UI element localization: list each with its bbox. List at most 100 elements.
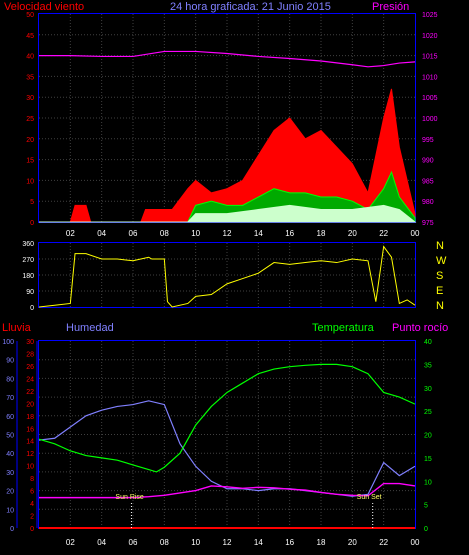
- temperature-y-tick: 20: [424, 433, 432, 440]
- wind-x-tick: 00: [411, 229, 420, 238]
- chart-title: 24 hora graficada: 21 Junio 2015: [170, 1, 331, 13]
- pressure-y-tick: 1015: [422, 54, 438, 61]
- humidity-x-tick: 08: [160, 538, 169, 547]
- temperature-label: Temperatura: [312, 322, 375, 334]
- wind-y-tick: 35: [26, 74, 34, 81]
- humidity-y-tick: 60: [6, 414, 14, 421]
- rain-y-tick: 10: [26, 464, 34, 471]
- dewpoint-line: [39, 482, 416, 499]
- pressure-y-tick: 1025: [422, 12, 438, 19]
- wind-x-tick: 06: [129, 229, 138, 238]
- pressure-line: [39, 50, 416, 68]
- wind-x-tick: 02: [66, 229, 75, 238]
- humidity-x-tick: 14: [254, 538, 263, 547]
- direction-y-tick: 270: [22, 257, 34, 264]
- compass-label: E: [436, 285, 443, 297]
- direction-y-tick: 0: [30, 305, 34, 312]
- wind-x-tick: 18: [317, 229, 326, 238]
- wind-y-tick: 20: [26, 137, 34, 144]
- humidity-y-tick: 90: [6, 358, 14, 365]
- sunset-label: Sun Set: [357, 494, 382, 501]
- rain-y-tick: 12: [26, 451, 34, 458]
- rain-y-tick: 6: [30, 489, 34, 496]
- pressure-y-tick: 985: [422, 178, 434, 185]
- wind-x-tick: 08: [160, 229, 169, 238]
- pressure-y-tick: 975: [422, 220, 434, 227]
- temperature-y-tick: 5: [424, 503, 428, 510]
- rain-y-tick: 4: [30, 501, 34, 508]
- temperature-y-tick: 40: [424, 339, 432, 346]
- humidity-x-tick: 16: [285, 538, 294, 547]
- rain-y-tick: 24: [26, 376, 34, 383]
- dewpoint-label: Punto rocío: [392, 322, 448, 334]
- humidity-x-tick: 10: [191, 538, 200, 547]
- compass-label: W: [436, 255, 447, 267]
- humidity-x-tick: 04: [97, 538, 106, 547]
- compass-label: N: [436, 240, 444, 252]
- wind-x-tick: 12: [223, 229, 232, 238]
- rain-y-tick: 28: [26, 351, 34, 358]
- wind-x-tick: 10: [191, 229, 200, 238]
- temperature-y-tick: 35: [424, 362, 432, 369]
- wind-y-tick: 10: [26, 178, 34, 185]
- humidity-label: Humedad: [66, 322, 114, 334]
- humidity-y-tick: 80: [6, 376, 14, 383]
- pressure-y-tick: 990: [422, 158, 434, 165]
- wind-y-tick: 0: [30, 220, 34, 227]
- humidity-y-tick: 40: [6, 451, 14, 458]
- wind-y-tick: 45: [26, 33, 34, 40]
- humidity-x-tick: 06: [129, 538, 138, 547]
- wind-y-tick: 15: [26, 158, 34, 165]
- humidity-y-tick: 100: [2, 339, 14, 346]
- direction-y-tick: 90: [26, 289, 34, 296]
- humidity-y-tick: 20: [6, 489, 14, 496]
- temperature-y-tick: 0: [424, 526, 428, 533]
- direction-y-tick: 180: [22, 273, 34, 280]
- humidity-x-tick: 22: [379, 538, 388, 547]
- pressure-label: Presión: [372, 1, 409, 13]
- rain-y-tick: 2: [30, 514, 34, 521]
- rain-label: Lluvia: [2, 322, 32, 334]
- rain-y-tick: 14: [26, 439, 34, 446]
- pressure-y-tick: 1000: [422, 116, 438, 123]
- compass-label: S: [436, 270, 443, 282]
- rain-y-tick: 16: [26, 426, 34, 433]
- direction-panel-frame: [38, 242, 416, 308]
- humidity-line: [38, 400, 416, 497]
- humidity-x-tick: 20: [348, 538, 357, 547]
- rain-y-tick: 8: [30, 476, 34, 483]
- humidity-y-tick: 30: [6, 470, 14, 477]
- humidity-y-tick: 0: [10, 526, 14, 533]
- sunrise-label: Sun Rise: [115, 494, 144, 501]
- rain-y-tick: 18: [26, 414, 34, 421]
- humidity-x-tick: 00: [411, 538, 420, 547]
- wind-x-tick: 04: [97, 229, 106, 238]
- temperature-y-tick: 10: [424, 479, 432, 486]
- pressure-y-tick: 980: [422, 199, 434, 206]
- humidity-x-tick: 12: [223, 538, 232, 547]
- wind-y-tick: 40: [26, 54, 34, 61]
- humidity-y-tick: 10: [6, 507, 14, 514]
- humidity-y-tick: 50: [6, 433, 14, 440]
- wind-y-tick: 30: [26, 95, 34, 102]
- wind-x-tick: 20: [348, 229, 357, 238]
- humidity-x-tick: 18: [317, 538, 326, 547]
- wind-y-tick: 5: [30, 199, 34, 206]
- temperature-line: [38, 363, 416, 473]
- wind-direction-line: [38, 245, 416, 308]
- humidity-x-tick: 02: [66, 538, 75, 547]
- compass-label: N: [436, 300, 444, 312]
- rain-y-tick: 22: [26, 389, 34, 396]
- pressure-y-tick: 1010: [422, 74, 438, 81]
- rain-y-tick: 30: [26, 339, 34, 346]
- wind-y-tick: 25: [26, 116, 34, 123]
- direction-y-tick: 360: [22, 241, 34, 248]
- temperature-y-tick: 30: [424, 386, 432, 393]
- wind-min-area: [39, 204, 417, 223]
- wind-x-tick: 22: [379, 229, 388, 238]
- rain-y-tick: 20: [26, 401, 34, 408]
- wind-speed-label: Velocidad viento: [4, 1, 84, 13]
- pressure-y-tick: 1005: [422, 95, 438, 102]
- wind-x-tick: 16: [285, 229, 294, 238]
